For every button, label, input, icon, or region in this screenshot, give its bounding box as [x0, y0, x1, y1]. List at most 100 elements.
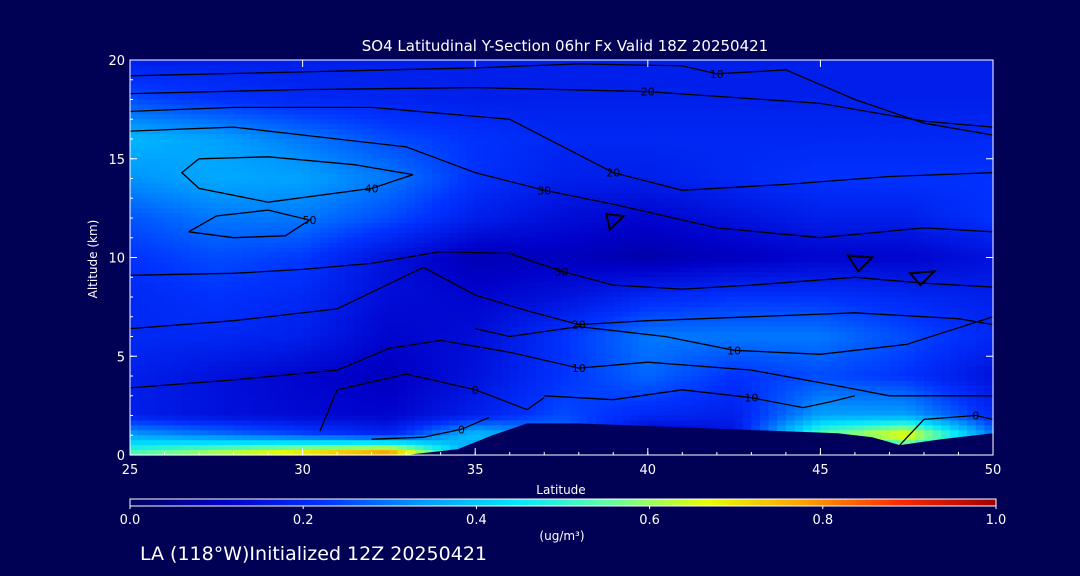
- field-cell: [673, 143, 683, 150]
- field-cell: [259, 109, 269, 115]
- field-cell: [837, 69, 847, 76]
- field-cell: [242, 79, 252, 86]
- field-cell: [544, 168, 554, 175]
- field-cell: [345, 232, 355, 239]
- field-cell: [639, 222, 649, 229]
- field-cell: [768, 168, 778, 175]
- field-cell: [526, 84, 537, 91]
- field-cell: [311, 208, 321, 214]
- field-cell: [173, 153, 183, 160]
- field-cell: [449, 104, 459, 110]
- field-cell: [475, 148, 485, 155]
- field-cell: [665, 232, 675, 239]
- field-cell: [380, 237, 390, 244]
- field-cell: [751, 69, 761, 76]
- field-cell: [708, 292, 718, 298]
- field-cell: [319, 277, 330, 283]
- field-cell: [155, 79, 166, 86]
- field-cell: [130, 104, 140, 110]
- field-cell: [734, 232, 744, 239]
- field-cell: [975, 168, 985, 175]
- field-cell: [535, 267, 545, 273]
- field-cell: [371, 193, 381, 199]
- field-cell: [371, 203, 381, 209]
- field-cell: [811, 74, 821, 81]
- field-cell: [354, 173, 364, 180]
- field-cell: [734, 163, 744, 170]
- field-cell: [673, 168, 683, 175]
- field-cell: [621, 222, 632, 229]
- field-cell: [984, 178, 994, 185]
- field-cell: [259, 129, 269, 135]
- field-cell: [906, 193, 916, 199]
- field-cell: [716, 203, 727, 209]
- field-cell: [665, 227, 675, 234]
- field-cell: [682, 183, 692, 189]
- field-cell: [130, 129, 140, 135]
- field-cell: [863, 84, 873, 91]
- field-cell: [690, 69, 701, 76]
- field-cell: [820, 232, 830, 239]
- field-cell: [803, 287, 813, 293]
- field-cell: [690, 292, 701, 298]
- field-cell: [854, 84, 865, 91]
- field-cell: [328, 232, 338, 239]
- field-cell: [164, 242, 174, 249]
- field-cell: [138, 301, 148, 308]
- field-cell: [837, 218, 847, 224]
- field-cell: [432, 247, 442, 254]
- field-cell: [665, 64, 675, 71]
- field-cell: [423, 262, 433, 268]
- field-cell: [337, 119, 347, 125]
- field-cell: [820, 74, 830, 81]
- field-cell: [466, 198, 476, 204]
- field-cell: [846, 247, 856, 254]
- field-cell: [406, 84, 416, 91]
- field-cell: [777, 153, 787, 160]
- field-cell: [406, 94, 416, 101]
- field-cell: [328, 213, 338, 219]
- field-cell: [690, 252, 701, 259]
- field-cell: [820, 129, 830, 135]
- field-cell: [889, 267, 899, 273]
- field-cell: [423, 163, 433, 170]
- field-cell: [535, 178, 545, 185]
- field-cell: [604, 143, 614, 150]
- field-cell: [311, 143, 321, 150]
- field-cell: [216, 163, 226, 170]
- field-cell: [854, 188, 865, 194]
- field-cell: [457, 158, 468, 165]
- field-cell: [147, 104, 157, 110]
- field-cell: [932, 168, 942, 175]
- field-cell: [699, 109, 709, 115]
- field-cell: [742, 89, 752, 96]
- field-cell: [915, 168, 925, 175]
- field-cell: [708, 213, 718, 219]
- field-cell: [690, 277, 701, 283]
- field-cell: [483, 109, 494, 115]
- field-cell: [155, 267, 166, 273]
- field-cell: [147, 114, 157, 120]
- field-cell: [621, 272, 632, 278]
- field-cell: [725, 301, 735, 308]
- field-cell: [587, 119, 597, 125]
- field-cell: [250, 60, 261, 66]
- field-cell: [975, 218, 985, 224]
- field-cell: [492, 99, 502, 106]
- field-cell: [311, 198, 321, 204]
- field-cell: [803, 208, 813, 214]
- field-cell: [570, 64, 580, 71]
- field-cell: [173, 158, 183, 165]
- field-cell: [328, 301, 338, 308]
- field-cell: [492, 139, 502, 145]
- field-cell: [363, 272, 373, 278]
- field-cell: [742, 104, 752, 110]
- field-cell: [699, 163, 709, 170]
- field-cell: [777, 143, 787, 150]
- field-cell: [397, 222, 407, 229]
- field-cell: [889, 292, 899, 298]
- field-cell: [319, 262, 330, 268]
- field-cell: [923, 168, 934, 175]
- field-cell: [794, 213, 804, 219]
- field-cell: [949, 94, 960, 101]
